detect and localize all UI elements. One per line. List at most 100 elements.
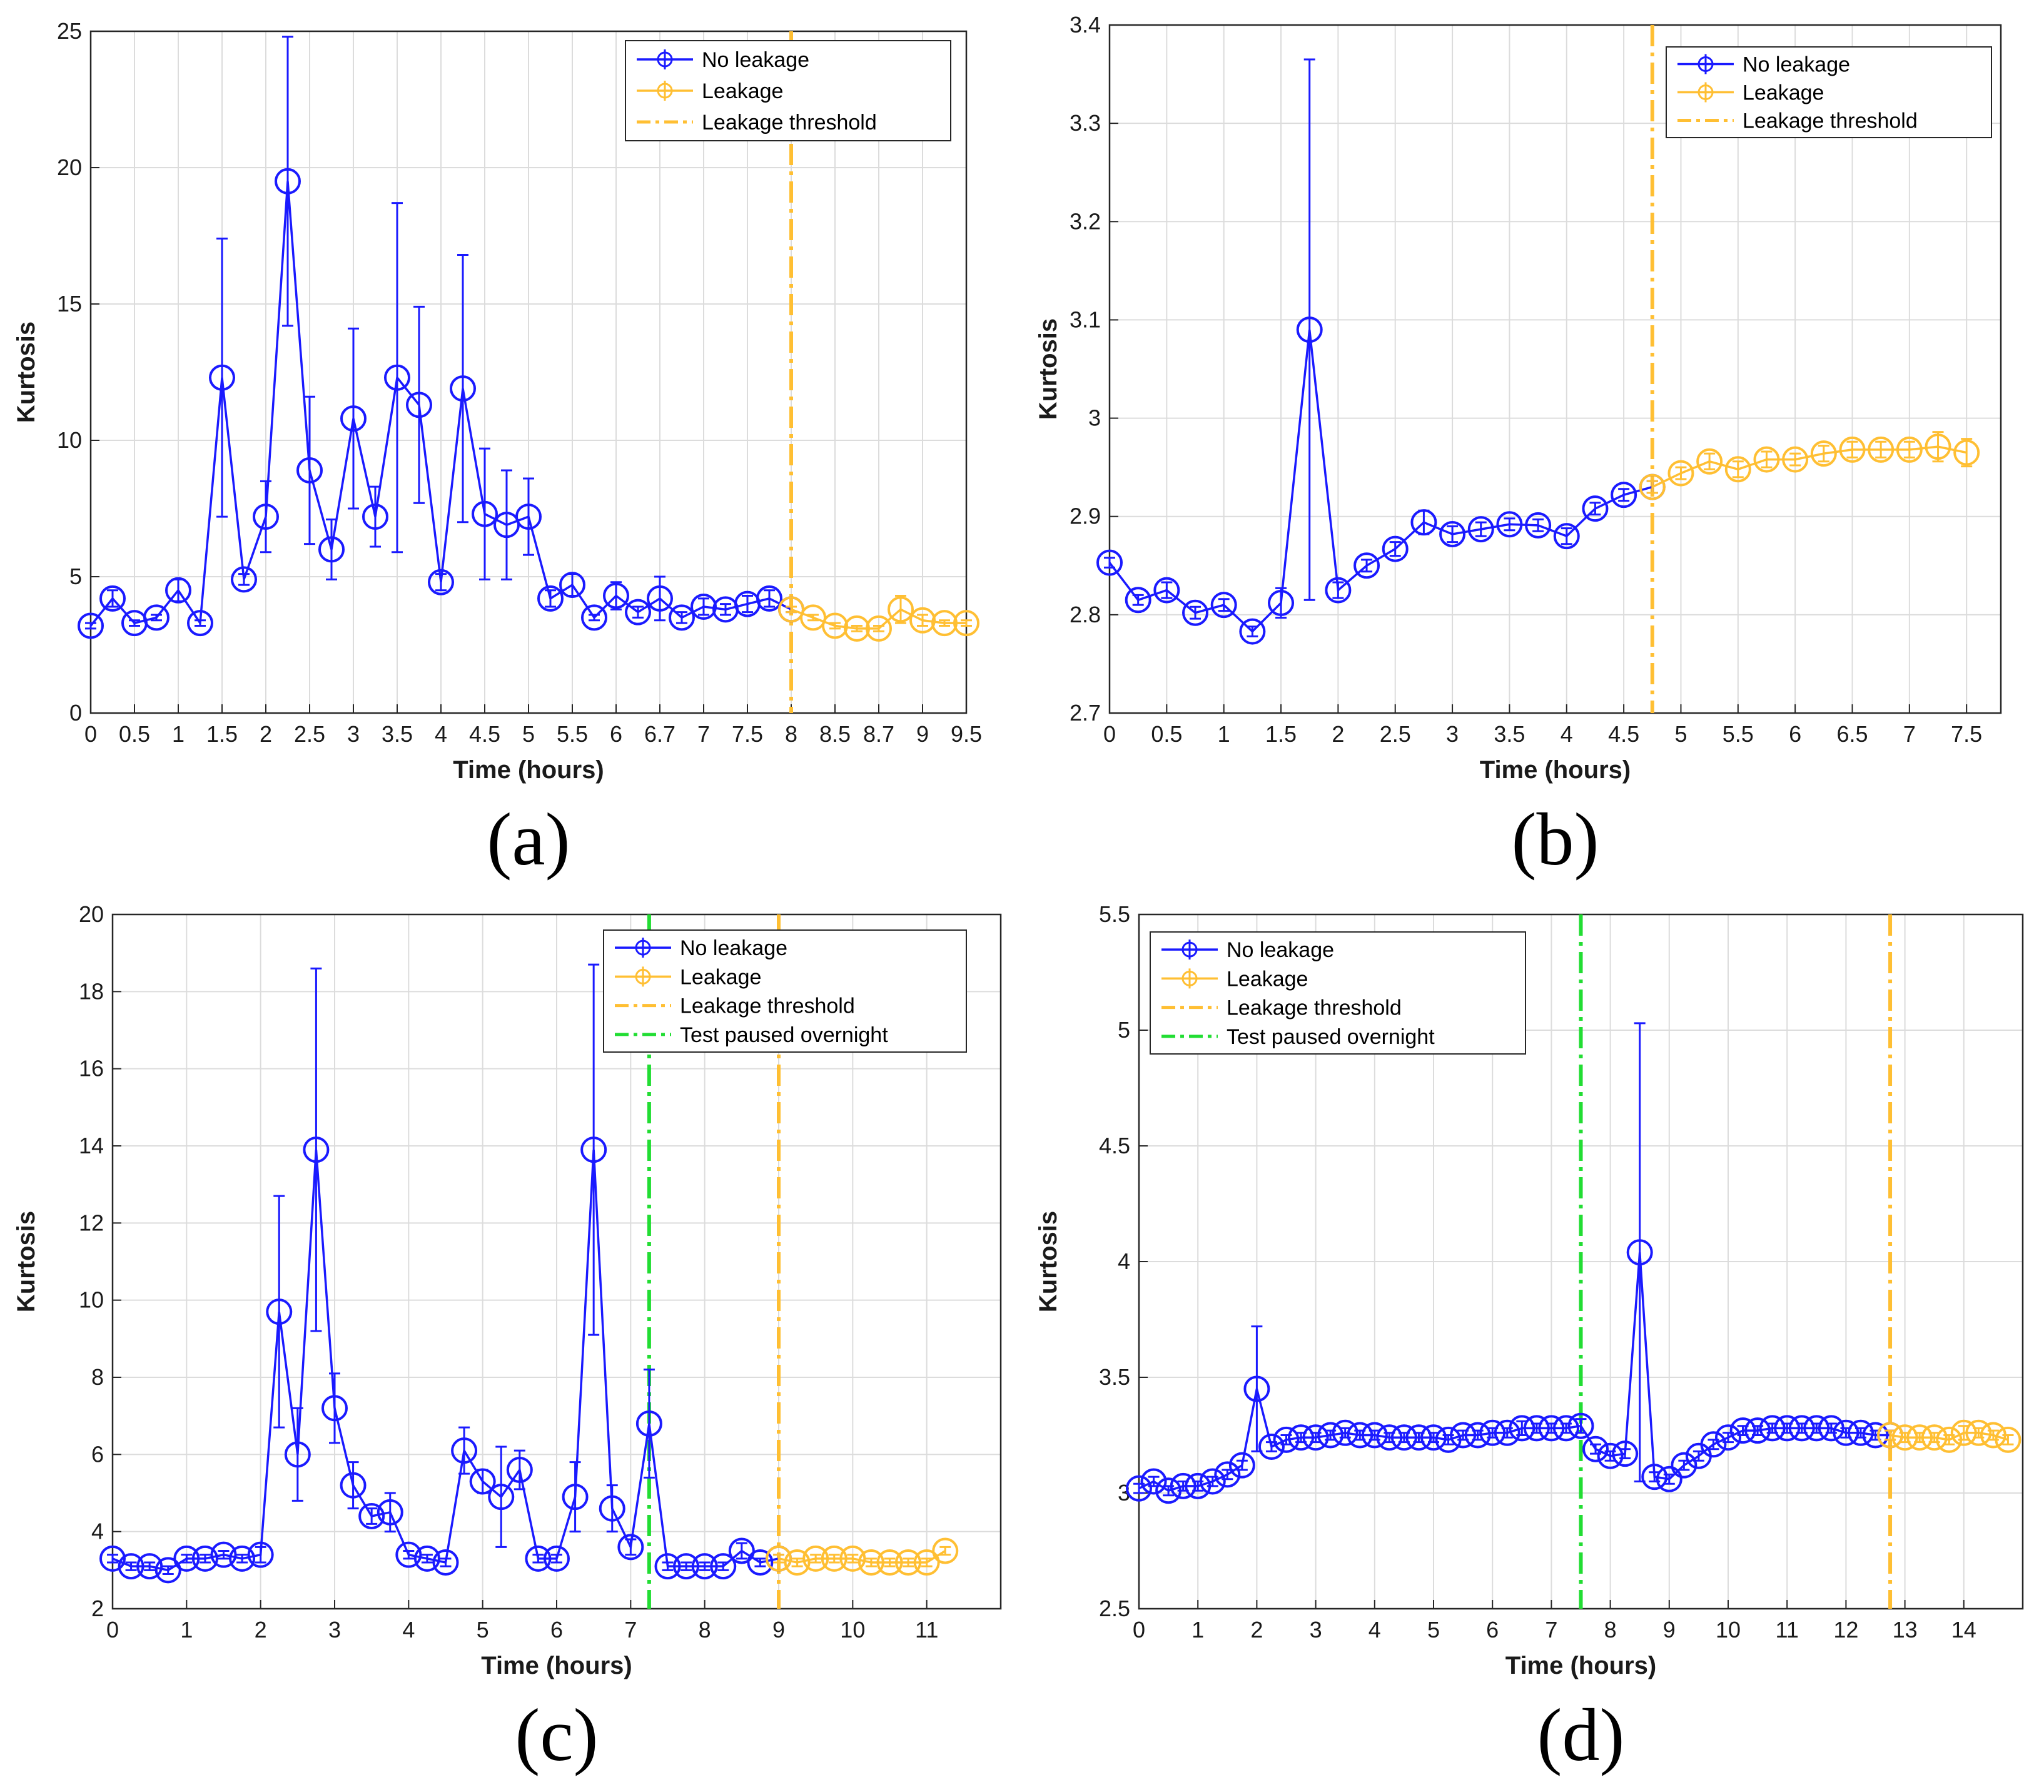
y-axis-label: Kurtosis [13,321,40,423]
data-point [1479,1419,1506,1446]
data-point [1696,448,1723,475]
panel-label: (c) [515,1693,598,1776]
data-point [1509,1415,1536,1442]
data-point [766,1545,792,1572]
plot-frame [1108,24,2002,714]
data-point [1258,1434,1285,1460]
data-point [406,392,432,418]
series-line [778,1550,946,1564]
data-point [1494,1419,1520,1446]
data-point [1925,433,1951,460]
data-point [275,168,301,195]
legend-item: Leakage [615,965,761,989]
y-tick-label: 10 [57,427,82,453]
x-tick-label: 14 [1951,1617,1976,1643]
data-point [1268,590,1295,616]
data-point [432,1549,459,1576]
legend-item: No leakage [1677,53,1850,77]
legend-label: Leakage [702,79,783,103]
data-point [318,536,345,563]
legend-label: Leakage [1227,967,1308,991]
legend-label: Leakage threshold [1743,109,1918,133]
data-point [580,1136,607,1163]
data-point [1239,618,1266,645]
series-line [1652,445,1967,488]
data-point [428,569,454,595]
x-tick-label: 5.5 [1723,721,1754,747]
x-tick-label: 2 [255,1617,267,1643]
data-point [1641,1464,1668,1491]
data-point [1626,1239,1653,1266]
x-tick-label: 1.5 [206,721,238,747]
data-point [1995,1426,2021,1453]
data-point [1611,482,1637,509]
y-tick-label: 20 [57,154,82,180]
data-point [99,1545,126,1572]
data-point [1906,1424,1933,1451]
data-point [1667,460,1694,487]
data-point [866,615,892,642]
y-tick-label: 12 [79,1210,104,1235]
data-point [165,577,191,604]
legend-label: Leakage threshold [702,111,877,134]
x-tick-label: 4.5 [1608,721,1639,747]
legend: No leakage Leakage Leakage threshold [625,40,951,141]
data-point [1567,1412,1594,1439]
data-point [1724,456,1751,483]
x-tick-label: 6 [1486,1617,1499,1643]
y-tick-label: 18 [79,978,104,1004]
data-point [710,1553,737,1580]
legend-swatch-marker [1697,56,1714,72]
data-point [1553,523,1580,550]
x-tick-label: 0 [84,721,97,747]
data-point [1896,436,1923,463]
legend-box [1150,931,1526,1055]
data-point [469,1468,496,1495]
data-point [909,607,936,634]
y-tick-label: 3.4 [1070,12,1101,38]
data-point [1153,577,1180,604]
legend-item: Leakage [637,79,783,103]
data-point [1332,1419,1358,1446]
data-point [1450,1422,1477,1449]
x-tick-label: 3 [1310,1617,1322,1643]
x-tick-label: 3 [328,1617,341,1643]
series-leakage [1639,431,1980,500]
data-point [1126,1475,1152,1502]
data-point [229,1545,256,1572]
data-point [839,1545,866,1572]
x-tick-label: 3.5 [1494,721,1525,747]
x-tick-label: 10 [840,1617,865,1643]
x-tick-label: 6 [1789,721,1801,747]
series-no-leakage [99,963,792,1584]
legend-swatch-marker [1181,941,1198,958]
x-tick-label: 12 [1833,1617,1858,1643]
y-tick-label: 3.2 [1070,208,1101,234]
data-point [358,1503,385,1529]
x-tick-label: 1 [172,721,185,747]
data-point [1612,1440,1639,1467]
data-point [78,612,104,639]
legend-label: No leakage [680,936,787,960]
data-point [173,1545,200,1572]
data-point [1199,1468,1226,1495]
x-tick-label: 2.5 [1380,721,1411,747]
x-tick-label: 3 [347,721,360,747]
data-point [247,1541,274,1568]
x-tick-label: 9.5 [951,721,982,747]
series-line [112,1150,779,1572]
data-point [1288,1424,1315,1451]
data-point [284,1441,311,1468]
data-point [544,1545,570,1572]
data-point [728,1537,755,1564]
chart-a-svg: 0 0.5 1 1.5 2 2.5 3 3.5 4 4.5 5 5.5 6 6.7 7 7.5 8 8.5 8.7 9… [13,18,982,881]
y-tick-label: 8 [91,1364,104,1390]
y-tick-label: 2.8 [1070,602,1101,627]
legend-item: Leakage threshold [615,995,855,1018]
y-tick-label: 5 [69,564,82,589]
legend-item: Leakage threshold [637,111,877,134]
data-point [1582,495,1609,522]
data-point [515,504,542,530]
data-point [1382,535,1409,562]
